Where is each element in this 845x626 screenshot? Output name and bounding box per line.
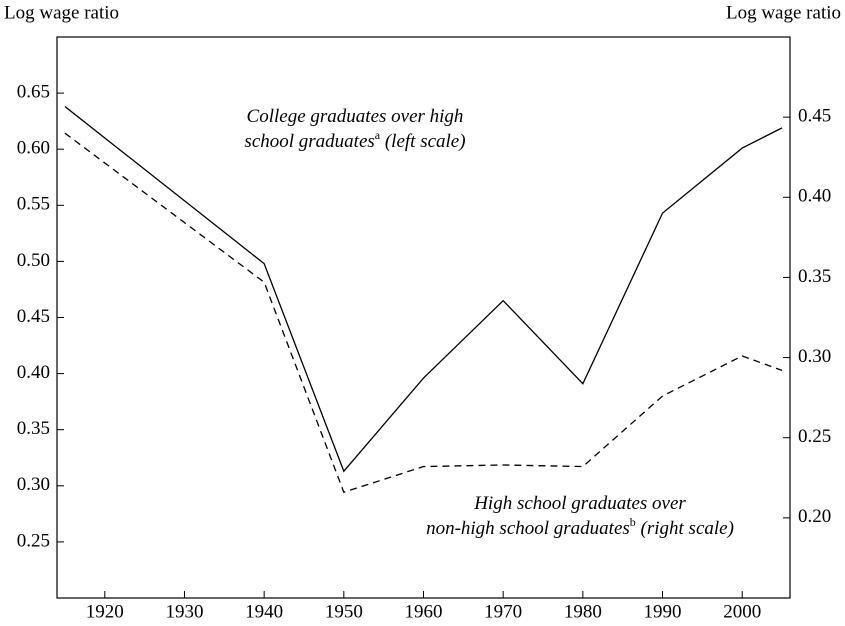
y-tick-label: 0.40: [17, 362, 50, 383]
x-tick-label: 1990: [644, 601, 682, 622]
annotation-suffix: (right scale): [636, 518, 734, 539]
x-tick-label: 2000: [723, 601, 761, 622]
y2-axis-label: Log wage ratio: [726, 2, 841, 23]
y-tick-label: 0.50: [17, 250, 50, 271]
data-line: [64, 106, 783, 473]
annotation-line: school graduates: [244, 131, 374, 152]
y-tick-label: 0.55: [17, 194, 50, 215]
y2-tick-label: 0.45: [798, 106, 831, 127]
data-line: [64, 132, 783, 494]
x-tick-label: 1950: [325, 601, 363, 622]
y-tick-label: 0.60: [17, 138, 50, 159]
annotation-text: non-high school graduatesb (right scale): [426, 515, 734, 540]
y-tick-label: 0.65: [17, 81, 50, 102]
x-tick-label: 1970: [484, 601, 522, 622]
y2-tick-label: 0.35: [798, 266, 831, 287]
y2-tick-label: 0.20: [798, 506, 831, 527]
annotation-superscript: b: [630, 515, 636, 529]
annotation-suffix: (left scale): [380, 131, 465, 152]
y-tick-label: 0.30: [17, 474, 50, 495]
y-tick-label: 0.35: [17, 418, 50, 439]
x-tick-label: 1960: [405, 601, 443, 622]
annotation-superscript: a: [375, 128, 381, 142]
annotation-line: College graduates over high: [247, 106, 464, 127]
annotation-line: non-high school graduates: [426, 518, 630, 539]
y-tick-label: 0.25: [17, 530, 50, 551]
y-axis-label: Log wage ratio: [4, 2, 119, 23]
y2-tick-label: 0.30: [798, 346, 831, 367]
y2-tick-label: 0.40: [798, 186, 831, 207]
annotation-text: College graduates over high: [247, 106, 464, 127]
annotation-line: High school graduates over: [473, 493, 686, 514]
annotation-text: High school graduates over: [473, 493, 686, 514]
x-tick-label: 1940: [245, 601, 283, 622]
x-tick-label: 1930: [165, 601, 203, 622]
y2-tick-label: 0.25: [798, 426, 831, 447]
y-tick-label: 0.45: [17, 306, 50, 327]
x-tick-label: 1980: [564, 601, 602, 622]
annotation-text: school graduatesa (left scale): [244, 128, 465, 153]
x-tick-label: 1920: [86, 601, 124, 622]
